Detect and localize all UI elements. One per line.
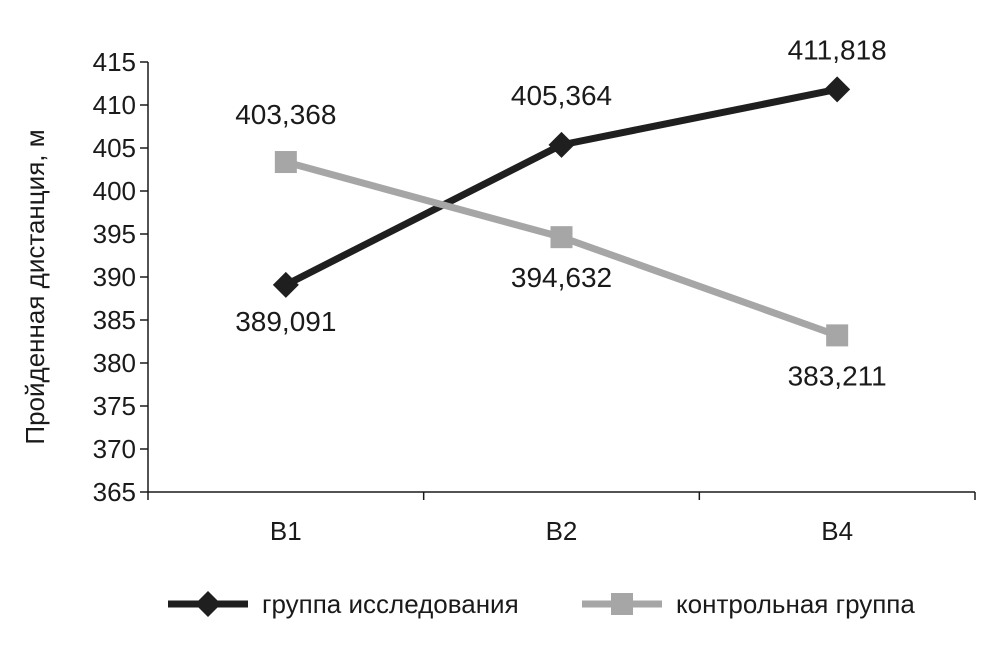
y-tick-label: 385	[93, 305, 136, 335]
y-tick-label: 370	[93, 434, 136, 464]
y-tick-label: 405	[93, 133, 136, 163]
data-labels: 389,091 405,364 411,818 403,368 394,632 383,2…	[235, 34, 887, 391]
y-tick-label: 415	[93, 47, 136, 77]
diamond-marker	[824, 76, 851, 103]
y-tick-label: 390	[93, 262, 136, 292]
legend-square-icon	[611, 593, 633, 615]
data-label: 389,091	[235, 306, 336, 337]
legend-item-2: контрольная группа	[582, 589, 915, 619]
x-tick-label: B1	[270, 516, 302, 546]
legend-diamond-icon	[195, 591, 221, 617]
y-tick-label: 380	[93, 348, 136, 378]
x-tick-label: B4	[821, 516, 853, 546]
data-label: 411,818	[788, 34, 887, 65]
y-tick-label: 365	[93, 477, 136, 507]
series-line	[284, 158, 839, 339]
axes: 365 370 375 380 385 390 395 400 405 410 415 B1 B2 B4	[93, 47, 976, 546]
diamond-marker	[272, 271, 299, 298]
x-tick-label: B2	[546, 516, 578, 546]
y-tick-label: 410	[93, 90, 136, 120]
y-tick-label: 395	[93, 219, 136, 249]
series-2	[274, 151, 849, 347]
legend-item-1: группа исследования	[168, 589, 519, 619]
y-axis-title: Пройденная дистанция, м	[20, 129, 50, 444]
series-layer	[272, 76, 851, 347]
legend-label: контрольная группа	[676, 589, 915, 619]
y-tick-label: 400	[93, 176, 136, 206]
legend: группа исследования контрольная группа	[168, 589, 915, 619]
data-label: 383,211	[788, 360, 887, 391]
series-1	[272, 76, 851, 298]
data-label: 394,632	[511, 262, 612, 293]
diamond-marker	[548, 131, 575, 158]
data-label: 405,364	[511, 80, 612, 111]
square-marker	[274, 151, 297, 174]
square-marker	[550, 226, 573, 249]
square-marker	[826, 324, 849, 347]
y-tick-label: 375	[93, 391, 136, 421]
legend-label: группа исследования	[262, 589, 519, 619]
data-label: 403,368	[235, 99, 336, 130]
